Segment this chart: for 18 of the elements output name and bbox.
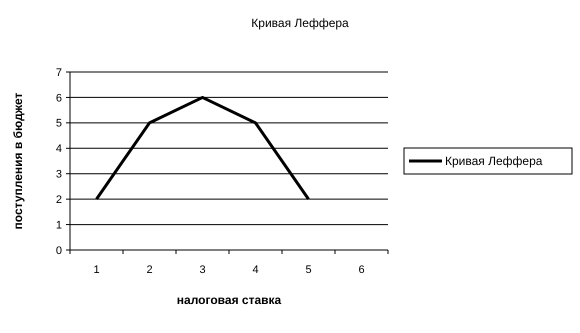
x-tick-label: 2 xyxy=(146,264,153,276)
y-tick-label: 5 xyxy=(56,118,62,130)
x-tick-label: 4 xyxy=(252,264,259,276)
y-tick-label: 1 xyxy=(56,219,62,232)
legend-label: Кривая Леффера xyxy=(445,154,543,168)
x-tick-label: 5 xyxy=(305,264,312,276)
y-tick-label: 0 xyxy=(56,244,62,257)
y-tick-label: 4 xyxy=(56,143,62,156)
x-tick-label: 6 xyxy=(358,264,365,276)
y-tick-label: 7 xyxy=(56,66,62,79)
y-axis-title: поступления в бюджет xyxy=(11,92,25,230)
y-tick-label: 6 xyxy=(56,92,62,104)
y-tick-label: 3 xyxy=(56,168,62,181)
chart-title: Кривая Леффера xyxy=(251,16,350,30)
x-tick-label: 1 xyxy=(93,264,100,276)
y-tick-label: 2 xyxy=(56,194,62,206)
x-axis-title: налоговая ставка xyxy=(176,293,282,307)
x-tick-label: 3 xyxy=(199,264,206,276)
